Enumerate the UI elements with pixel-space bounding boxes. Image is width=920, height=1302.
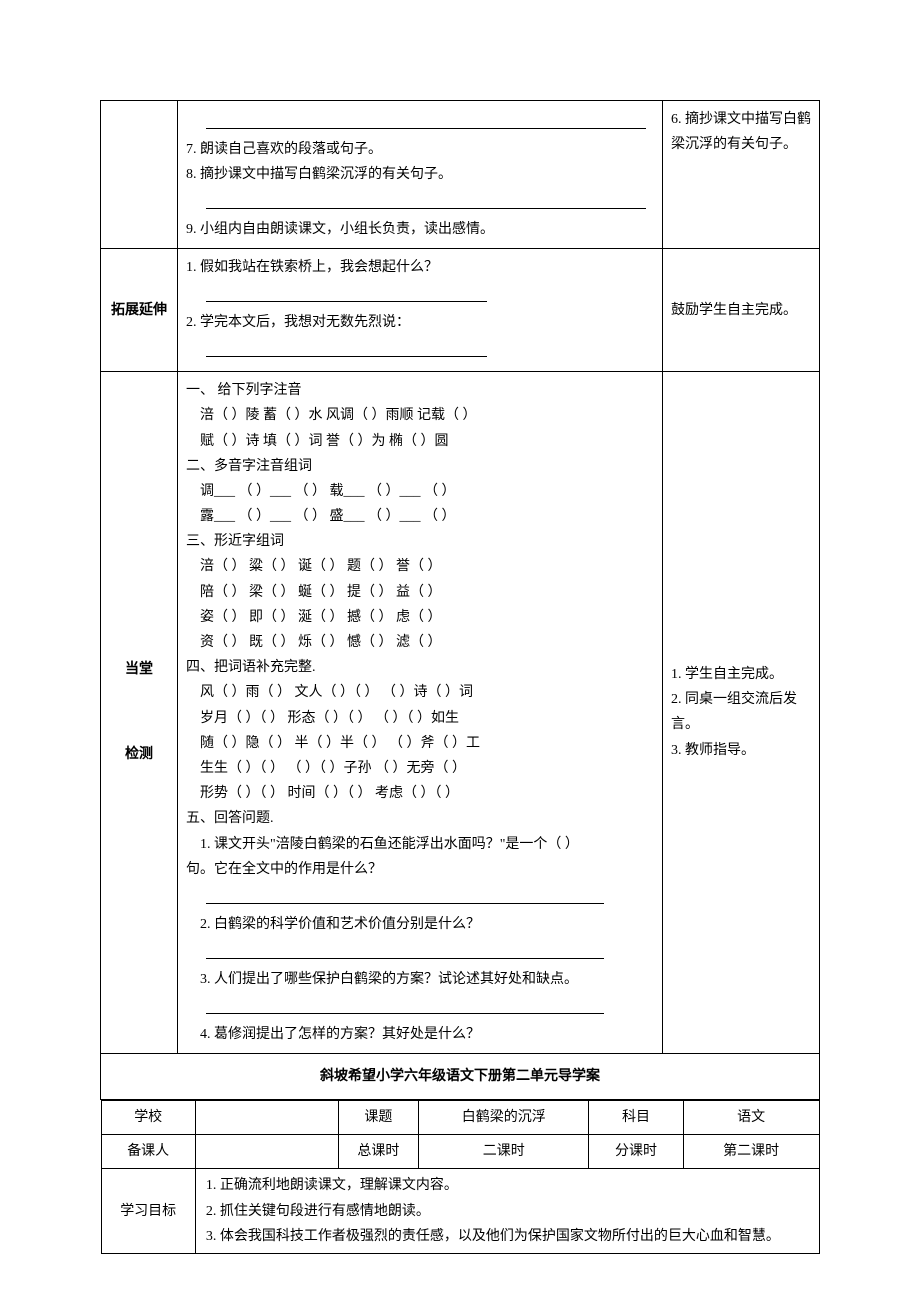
pinyin-line2: 赋（ ）诗 填（ ）词 誉（ ）为 椭（ ）圆: [186, 429, 654, 454]
preparer-value: [195, 1135, 338, 1169]
goals-content-cell: 1. 正确流利地朗读课文，理解课文内容。 2. 抓住关键句段进行有感情地朗读。 …: [195, 1169, 819, 1254]
header-container: 学校 课题 白鹤梁的沉浮 科目 语文 备课人 总课时 二课时 分课时 第二课时: [101, 1100, 820, 1254]
q3: 3. 人们提出了哪些保护白鹤梁的方案？试论述其好处和缺点。: [186, 967, 654, 992]
subject-value: 语文: [683, 1101, 819, 1135]
goal3: 3. 体会我国科技工作者极强烈的责任感，以及他们为保护国家文物所付出的巨大心血和…: [206, 1224, 809, 1249]
unit-title-cell: 斜坡希望小学六年级语文下册第二单元导学案: [101, 1053, 820, 1099]
total-value: 二课时: [419, 1135, 589, 1169]
total-label: 总课时: [338, 1135, 419, 1169]
pinyin-line1: 涪（ ）陵 蓄（ ）水 风调（ ）雨顺 记载（ ）: [186, 403, 654, 428]
section3-right3: 3. 教师指导。: [671, 738, 811, 763]
section1-item9: 9. 小组内自由朗读课文，小组长负责，读出感情。: [186, 217, 654, 242]
school-label: 学校: [101, 1101, 195, 1135]
goals-row: 学习目标 1. 正确流利地朗读课文，理解课文内容。 2. 抓住关键句段进行有感情…: [101, 1169, 819, 1254]
header-table: 学校 课题 白鹤梁的沉浮 科目 语文 备课人 总课时 二课时 分课时 第二课时: [101, 1100, 820, 1254]
section2-item2: 2. 学完本文后，我想对无数先烈说：: [186, 310, 654, 335]
sub-label: 分课时: [589, 1135, 683, 1169]
word-line5: 形势（ ）（ ） 时间（ ）（ ） 考虑（ ）（ ）: [186, 781, 654, 806]
word-line1: 风（ ）雨（ ） 文人（ ）（ ） （ ）诗（ ）词: [186, 680, 654, 705]
section1-item7: 7. 朗读自己喜欢的段落或句子。: [186, 137, 654, 162]
section3-heading4: 四、把词语补充完整.: [186, 655, 654, 680]
row-section2: 拓展延伸 1. 假如我站在铁索桥上，我会想起什么？ 2. 学完本文后，我想对无数…: [101, 249, 820, 372]
section3-label-cell: 当堂 检测: [101, 372, 178, 1054]
section2-item1: 1. 假如我站在铁索桥上，我会想起什么？: [186, 255, 654, 280]
main-table: 7. 朗读自己喜欢的段落或句子。 8. 摘抄课文中描写白鹤梁沉浮的有关句子。 9…: [100, 100, 820, 1254]
section3-label1: 当堂: [109, 657, 169, 682]
blank-line: [206, 941, 604, 959]
goals-label: 学习目标: [120, 1204, 176, 1219]
blank-line: [206, 111, 646, 129]
topic-value: 白鹤梁的沉浮: [419, 1101, 589, 1135]
word-line2: 岁月（ ）（ ） 形态（ ）（ ） （ ）（ ）如生: [186, 706, 654, 731]
section3-right2: 2. 同桌一组交流后发言。: [671, 687, 811, 737]
q4: 4. 葛修润提出了怎样的方案？其好处是什么？: [186, 1022, 654, 1047]
row-header-block: 学校 课题 白鹤梁的沉浮 科目 语文 备课人 总课时 二课时 分课时 第二课时: [101, 1100, 820, 1254]
goal2: 2. 抓住关键句段进行有感情地朗读。: [206, 1199, 809, 1224]
goal1: 1. 正确流利地朗读课文，理解课文内容。: [206, 1173, 809, 1198]
word-line3: 随（ ）隐（ ） 半（ ）半（ ） （ ）斧（ ）工: [186, 731, 654, 756]
q1b: 句。它在全文中的作用是什么？: [186, 857, 654, 882]
section3-right-cell: 1. 学生自主完成。 2. 同桌一组交流后发言。 3. 教师指导。: [663, 372, 820, 1054]
blank-line: [206, 996, 604, 1014]
header-row1: 学校 课题 白鹤梁的沉浮 科目 语文: [101, 1101, 819, 1135]
school-value: [195, 1101, 338, 1135]
section1-item8: 8. 摘抄课文中描写白鹤梁沉浮的有关句子。: [186, 162, 654, 187]
section2-label-cell: 拓展延伸: [101, 249, 178, 372]
near-line2: 陪（ ） 梁（ ） 蜒（ ） 提（ ） 益（ ）: [186, 580, 654, 605]
subject-label: 科目: [589, 1101, 683, 1135]
section2-right-cell: 鼓励学生自主完成。: [663, 249, 820, 372]
section3-label2: 检测: [109, 742, 169, 767]
near-line4: 资（ ） 既（ ） 烁（ ） 憾（ ） 滤（ ）: [186, 630, 654, 655]
section3-heading2: 二、多音字注音组词: [186, 454, 654, 479]
poly-line2: 露___ （ ）___ （ ） 盛___ （ ）___ （ ）: [186, 504, 654, 529]
q1a: 1. 课文开头"涪陵白鹤梁的石鱼还能浮出水面吗？"是一个（ ）: [186, 832, 654, 857]
unit-title: 斜坡希望小学六年级语文下册第二单元导学案: [320, 1069, 600, 1084]
row-section1: 7. 朗读自己喜欢的段落或句子。 8. 摘抄课文中描写白鹤梁沉浮的有关句子。 9…: [101, 101, 820, 249]
section1-label-cell: [101, 101, 178, 249]
goals-label-cell: 学习目标: [101, 1169, 195, 1254]
row-section3: 当堂 检测 一、 给下列字注音 涪（ ）陵 蓄（ ）水 风调（ ）雨顺 记载（ …: [101, 372, 820, 1054]
q2: 2. 白鹤梁的科学价值和艺术价值分别是什么？: [186, 912, 654, 937]
section2-label: 拓展延伸: [111, 303, 167, 318]
section3-heading5: 五、回答问题.: [186, 806, 654, 831]
header-row2: 备课人 总课时 二课时 分课时 第二课时: [101, 1135, 819, 1169]
section1-right-cell: 6. 摘抄课文中描写白鹤梁沉浮的有关句子。: [663, 101, 820, 249]
poly-line1: 调___ （ ）___ （ ） 载___ （ ）___ （ ）: [186, 479, 654, 504]
section2-content-cell: 1. 假如我站在铁索桥上，我会想起什么？ 2. 学完本文后，我想对无数先烈说：: [178, 249, 663, 372]
section3-right1: 1. 学生自主完成。: [671, 662, 811, 687]
near-line1: 涪（ ） 粱（ ） 诞（ ） 题（ ） 誉（ ）: [186, 554, 654, 579]
blank-line: [206, 284, 487, 302]
section2-right-text: 鼓励学生自主完成。: [671, 303, 797, 318]
blank-line: [206, 191, 646, 209]
section1-right-item6: 6. 摘抄课文中描写白鹤梁沉浮的有关句子。: [671, 112, 811, 152]
topic-label: 课题: [338, 1101, 419, 1135]
section3-heading1: 一、 给下列字注音: [186, 378, 654, 403]
row-unit-title: 斜坡希望小学六年级语文下册第二单元导学案: [101, 1053, 820, 1099]
preparer-label: 备课人: [101, 1135, 195, 1169]
section1-content-cell: 7. 朗读自己喜欢的段落或句子。 8. 摘抄课文中描写白鹤梁沉浮的有关句子。 9…: [178, 101, 663, 249]
blank-line: [206, 339, 487, 357]
section3-content-cell: 一、 给下列字注音 涪（ ）陵 蓄（ ）水 风调（ ）雨顺 记载（ ） 赋（ ）…: [178, 372, 663, 1054]
blank-line: [206, 886, 604, 904]
section3-heading3: 三、形近字组词: [186, 529, 654, 554]
word-line4: 生生（ ）（ ） （ ）（ ）子孙 （ ）无旁（ ）: [186, 756, 654, 781]
near-line3: 姿（ ） 即（ ） 涎（ ） 撼（ ） 虑（ ）: [186, 605, 654, 630]
sub-value: 第二课时: [683, 1135, 819, 1169]
